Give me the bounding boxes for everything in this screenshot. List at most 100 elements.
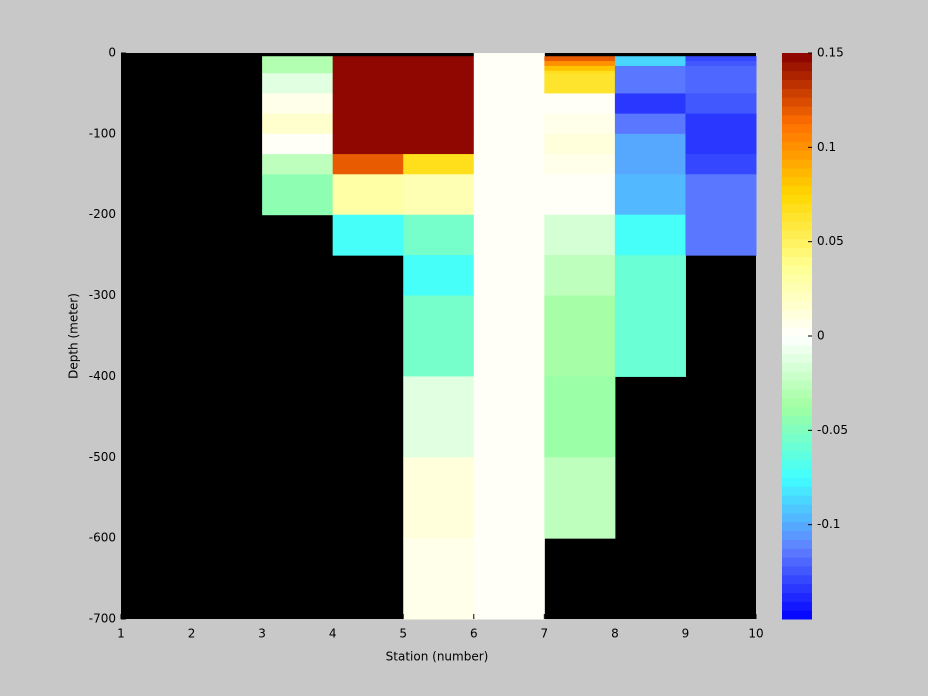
heat-cell — [403, 56, 475, 62]
colorbar-swatch — [782, 389, 812, 399]
heat-cell — [332, 93, 404, 115]
heat-cell — [473, 295, 545, 377]
colorbar-swatch — [782, 256, 812, 266]
heat-cell — [403, 61, 475, 67]
heat-cell — [685, 73, 757, 94]
heat-cell — [473, 376, 545, 458]
heat-cell — [473, 174, 545, 216]
heat-cell — [614, 214, 686, 256]
colorbar-swatch — [782, 336, 812, 346]
colorbar-swatch — [782, 221, 812, 231]
heat-cell — [685, 154, 757, 175]
heat-cell — [544, 93, 616, 115]
heat-cell — [685, 214, 757, 256]
y-tick-label: -600 — [89, 531, 116, 545]
heat-cell — [262, 56, 334, 62]
colorbar-tick-label: 0.05 — [817, 234, 844, 248]
x-tick-label: 10 — [748, 627, 763, 641]
heat-cell — [403, 65, 475, 72]
heat-cell — [544, 214, 616, 256]
colorbar-swatch — [782, 114, 812, 125]
colorbar-swatch — [782, 415, 812, 425]
colorbar-swatch — [782, 371, 812, 381]
colorbar-swatch — [782, 185, 812, 195]
heat-cell — [614, 61, 686, 67]
colorbar-swatch — [782, 601, 812, 611]
heat-cell — [544, 457, 616, 539]
heat-cell — [614, 93, 686, 115]
heat-cell — [403, 133, 475, 155]
colorbar-swatch — [782, 159, 812, 169]
heat-cell — [262, 154, 334, 175]
colorbar-swatch — [782, 238, 812, 249]
x-tick-label: 6 — [470, 627, 478, 641]
heat-cell — [332, 154, 404, 175]
colorbar-tick-label: -0.05 — [817, 423, 848, 437]
colorbar-swatch — [782, 132, 812, 142]
heat-cell — [473, 255, 545, 297]
heat-cell — [544, 174, 616, 216]
heat-cell — [403, 73, 475, 94]
heat-cell — [473, 457, 545, 539]
heat-cell — [614, 113, 686, 135]
colorbar-swatch — [782, 344, 812, 355]
heat-cell — [614, 73, 686, 94]
heat-cell — [332, 214, 404, 256]
heat-cell — [473, 93, 545, 115]
heat-cell — [544, 113, 616, 135]
y-tick-label: -300 — [89, 288, 116, 302]
x-tick-label: 3 — [258, 627, 266, 641]
x-tick-label: 2 — [188, 627, 196, 641]
heat-cell — [544, 255, 616, 297]
heat-cell — [332, 70, 404, 74]
colorbar-swatch — [782, 309, 812, 319]
colorbar-tick-label: 0 — [817, 329, 825, 343]
colorbar-swatch — [782, 548, 812, 558]
colorbar-swatch — [782, 610, 812, 620]
colorbar-swatch — [782, 512, 812, 523]
heat-cell — [544, 61, 616, 67]
heat-cell — [544, 376, 616, 458]
y-tick-label: -400 — [89, 369, 116, 383]
heat-cell — [473, 61, 545, 67]
colorbar-swatch — [782, 521, 812, 532]
heat-cell — [614, 154, 686, 175]
colorbar-swatch — [782, 194, 812, 204]
x-tick-label: 8 — [611, 627, 619, 641]
colorbar-swatch — [782, 203, 812, 213]
colorbar-tick-label: -0.1 — [817, 517, 840, 531]
colorbar-swatch — [782, 229, 812, 240]
heat-cell — [403, 214, 475, 256]
heat-cell — [544, 70, 616, 74]
colorbar-swatch — [782, 450, 812, 461]
heat-cell — [685, 65, 757, 72]
colorbar-swatch — [782, 592, 812, 602]
heat-cell — [332, 133, 404, 155]
heat-cell — [614, 56, 686, 62]
heat-cell — [473, 65, 545, 72]
colorbar-swatch — [782, 565, 812, 576]
colorbar-swatch — [782, 123, 812, 134]
colorbar-swatch — [782, 353, 812, 364]
heat-cell — [544, 56, 616, 62]
heat-cell — [403, 70, 475, 74]
heat-cell — [473, 133, 545, 155]
heat-cell — [685, 174, 757, 216]
colorbar-swatch — [782, 318, 812, 328]
colorbar-swatch — [782, 274, 812, 284]
heat-cell — [614, 70, 686, 74]
y-tick-label: 0 — [108, 46, 116, 60]
x-axis-label: Station (number) — [386, 650, 489, 664]
heat-cell — [685, 70, 757, 74]
colorbar-swatch — [782, 539, 812, 549]
heat-cell — [473, 154, 545, 175]
colorbar-swatch — [782, 380, 812, 390]
heat-cell — [614, 174, 686, 216]
heat-cell — [332, 113, 404, 135]
heat-cell — [614, 255, 686, 297]
y-axis-label: Depth (meter) — [67, 293, 81, 379]
colorbar-swatch — [782, 557, 812, 567]
heat-cell — [403, 93, 475, 115]
heat-cell — [332, 73, 404, 94]
heat-cell — [332, 174, 404, 216]
